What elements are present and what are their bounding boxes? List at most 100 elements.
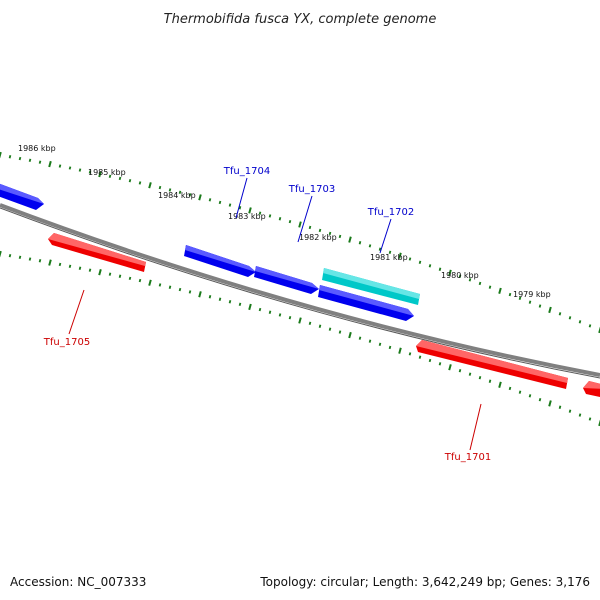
major-tick: [498, 381, 502, 388]
minor-tick: [438, 267, 442, 271]
minor-tick: [538, 397, 542, 402]
minor-tick: [558, 405, 562, 409]
minor-tick: [118, 274, 122, 278]
gene-arrow-tfu-1704[interactable]: [184, 245, 256, 277]
major-tick: [548, 306, 552, 314]
outer-tick-track: [0, 151, 600, 334]
gene-arrow-tfu-1703[interactable]: [254, 266, 319, 294]
minor-tick: [428, 264, 432, 268]
major-tick: [398, 252, 402, 259]
minor-tick: [118, 176, 122, 181]
minor-tick: [128, 276, 132, 281]
minor-tick: [478, 281, 482, 286]
minor-tick: [268, 214, 272, 218]
minor-tick: [38, 160, 42, 164]
minor-tick: [488, 379, 492, 383]
minor-tick: [418, 260, 422, 265]
major-tick: [598, 419, 600, 427]
minor-tick: [18, 156, 22, 161]
gene-arrow-tfu-1702[interactable]: [322, 268, 420, 305]
minor-tick: [328, 327, 332, 331]
minor-tick: [138, 278, 142, 283]
minor-tick: [8, 155, 12, 159]
major-tick: [198, 291, 202, 298]
minor-tick: [78, 168, 82, 172]
minor-tick: [478, 375, 482, 380]
major-tick: [448, 364, 452, 371]
kbp-label: 1982 kbp: [299, 233, 337, 242]
gene-arrow-tfu-1701[interactable]: [416, 340, 568, 389]
minor-tick: [28, 158, 32, 163]
minor-tick: [378, 247, 382, 251]
minor-tick: [318, 324, 322, 328]
major-tick: [548, 400, 552, 407]
gene-label-tfu-1703: Tfu_1703: [288, 184, 335, 195]
minor-tick: [488, 285, 492, 289]
minor-tick: [288, 316, 292, 320]
minor-tick: [78, 266, 82, 270]
major-tick: [198, 194, 202, 201]
gene-arrow-tfu-1705[interactable]: [48, 233, 146, 272]
leader-line-tfu-1703: [297, 195, 313, 243]
minor-tick: [58, 164, 62, 168]
major-tick: [298, 317, 302, 324]
major-tick: [48, 259, 52, 266]
minor-tick: [88, 170, 92, 174]
minor-tick: [568, 409, 572, 413]
minor-tick: [288, 219, 292, 224]
minor-tick: [318, 228, 322, 233]
map-title: Thermobifida fusca YX, complete genome: [164, 12, 437, 27]
minor-tick: [68, 166, 72, 170]
minor-tick: [158, 185, 162, 190]
minor-tick: [18, 255, 22, 260]
minor-tick: [238, 302, 242, 307]
leader-line-tfu-1702: [379, 218, 392, 254]
minor-tick: [368, 339, 372, 343]
kbp-label: 1986 kbp: [18, 144, 56, 153]
minor-tick: [438, 362, 442, 366]
minor-tick: [468, 278, 472, 282]
major-tick: [148, 279, 152, 286]
major-tick: [348, 331, 352, 339]
major-tick: [248, 207, 252, 214]
minor-tick: [188, 290, 192, 294]
minor-tick: [228, 203, 232, 207]
minor-tick: [528, 300, 532, 304]
minor-tick: [168, 285, 172, 289]
gene-arrow-forward-offscreen[interactable]: [0, 182, 44, 210]
major-tick: [98, 171, 102, 178]
gene-arrow-reverse-offscreen[interactable]: [583, 381, 600, 398]
minor-tick: [408, 257, 412, 261]
gene-label-tfu-1704: Tfu_1704: [223, 166, 270, 177]
minor-tick: [588, 417, 592, 421]
major-tick: [498, 287, 502, 294]
minor-tick: [228, 300, 232, 304]
minor-tick: [558, 312, 562, 316]
minor-tick: [278, 217, 282, 221]
minor-tick: [508, 292, 512, 297]
minor-tick: [578, 320, 582, 324]
minor-tick: [138, 181, 142, 185]
kbp-label: 1983 kbp: [228, 212, 266, 221]
minor-tick: [128, 179, 132, 183]
minor-tick: [368, 244, 372, 248]
minor-tick: [38, 259, 42, 263]
minor-tick: [258, 211, 262, 215]
gene-arrow-forward-unlabeled[interactable]: [318, 285, 414, 321]
minor-tick: [218, 297, 222, 301]
minor-tick: [458, 274, 462, 278]
minor-tick: [258, 307, 262, 312]
genome-stats-text: Topology: circular; Length: 3,642,249 bp…: [259, 575, 590, 589]
gene-label-tfu-1702: Tfu_1702: [367, 207, 414, 218]
minor-tick: [278, 313, 282, 317]
minor-tick: [58, 262, 62, 267]
minor-tick: [328, 231, 332, 236]
minor-tick: [568, 316, 572, 320]
minor-tick: [358, 336, 362, 340]
major-tick: [398, 347, 402, 354]
minor-tick: [8, 253, 12, 258]
major-tick: [348, 236, 352, 243]
minor-tick: [578, 413, 582, 417]
major-tick: [98, 269, 102, 276]
kbp-label: 1979 kbp: [513, 290, 551, 299]
